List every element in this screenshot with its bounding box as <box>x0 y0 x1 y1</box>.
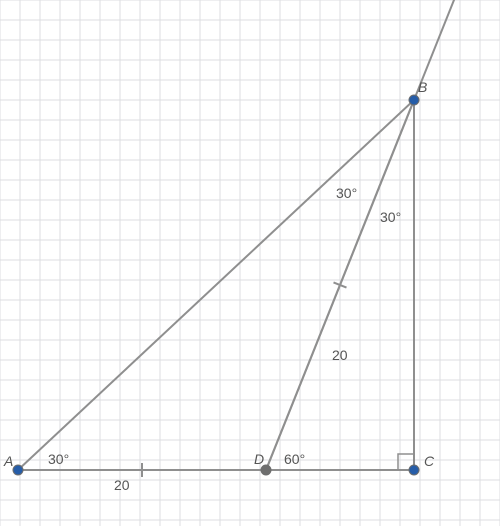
label-angle_A: 30° <box>48 451 69 467</box>
point-C <box>409 465 419 475</box>
point-label-B: B <box>418 79 427 95</box>
label-angle_B1: 30° <box>336 185 357 201</box>
point-label-A: A <box>3 453 13 469</box>
point-label-D: D <box>254 451 264 467</box>
label-len_DB: 20 <box>332 347 348 363</box>
point-A <box>13 465 23 475</box>
label-angle_B2: 30° <box>380 209 401 225</box>
point-label-C: C <box>424 453 435 469</box>
point-B <box>409 95 419 105</box>
label-len_AD: 20 <box>114 477 130 493</box>
label-angle_D: 60° <box>284 451 305 467</box>
